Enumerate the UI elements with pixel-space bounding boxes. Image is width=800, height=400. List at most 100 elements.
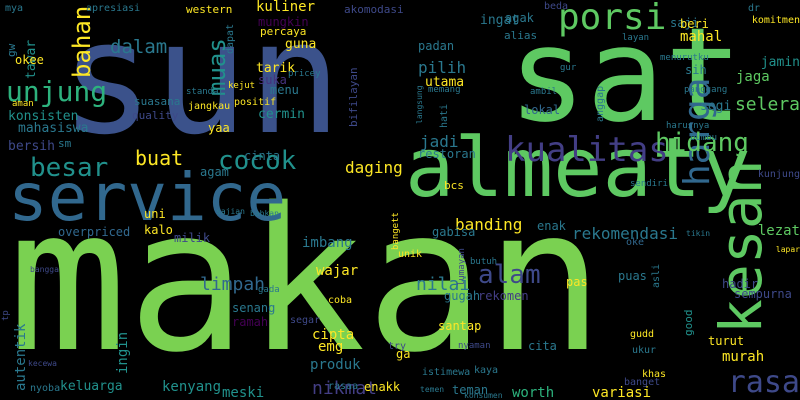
word-pilih: pilih — [418, 58, 467, 77]
word-khas: khas — [642, 369, 667, 380]
word-keluarga: keluarga — [60, 379, 123, 394]
word-guna: guna — [285, 37, 317, 52]
word-western: western — [186, 3, 233, 16]
word-worth: worth — [512, 385, 555, 400]
word-lezat: lezat — [757, 223, 800, 239]
word-bumbu: bumbu — [690, 133, 718, 143]
word-aman: aman — [12, 99, 34, 109]
word-kenyang: kenyang — [162, 379, 222, 395]
word-ingat: ingat — [480, 13, 520, 28]
word-nyoba: nyoba — [30, 383, 61, 394]
word-hidang: hidang — [655, 128, 749, 158]
word-uni: uni — [144, 207, 166, 221]
word-ambil: ambil — [530, 87, 558, 97]
word-jamin: jamin — [760, 55, 800, 70]
word-bcs: bcs — [444, 179, 464, 192]
word-alias: alias — [504, 29, 538, 42]
word-beda: beda — [544, 1, 569, 12]
word-selera: selera — [734, 94, 800, 115]
word-okee: okee — [15, 53, 44, 67]
word-bangga: bangga — [30, 265, 59, 274]
word-anggap: anggap — [595, 85, 606, 122]
word-yaa: yaa — [208, 121, 230, 135]
word-cocok: cocok — [218, 146, 297, 176]
word-jaga: jaga — [736, 69, 770, 85]
word-pas: pas — [566, 275, 588, 289]
word-milik: milik — [174, 231, 211, 245]
word-saji: saji — [670, 16, 699, 30]
word-good: good — [682, 309, 695, 337]
word-overpriced: overpriced — [58, 225, 131, 239]
word-rasa: rasa — [727, 365, 800, 400]
word-besar: besar — [30, 153, 109, 183]
word-ingin: ingin — [115, 331, 131, 374]
word-unjung: unjung — [6, 75, 108, 108]
word-bifilayan: bifilayan — [347, 67, 360, 128]
word-butuh: butuh — [470, 257, 498, 267]
word-rasaa: rasaa — [328, 381, 359, 392]
word-dapat: dapat — [225, 23, 236, 54]
word-ga: ga — [396, 347, 411, 361]
word-gada: gada — [258, 285, 280, 295]
word-try: try — [388, 341, 407, 352]
word-utama: utama — [425, 75, 465, 90]
word-sendiri: sendiri — [630, 179, 668, 189]
word-kunjung: kunjung — [757, 169, 800, 180]
word-variasi: variasi — [592, 385, 652, 400]
word-dalam: dalam — [110, 36, 168, 58]
word-senang: senang — [232, 301, 276, 315]
word-sempurna: sempurna — [734, 287, 792, 301]
word-tarik: tarik — [256, 61, 296, 76]
word-temen: temen — [420, 385, 445, 394]
word-sat: sat — [508, 0, 743, 151]
word-cinta: cinta — [244, 149, 281, 163]
word-segi: segi — [700, 99, 732, 114]
word-menurutku: menurutku — [660, 53, 709, 63]
word-menu: menu — [270, 83, 299, 97]
word-teman: teman — [452, 383, 489, 397]
word-konsisten: konsisten — [8, 109, 79, 124]
word-segar: segar — [290, 315, 321, 326]
word-unik: unik — [398, 249, 423, 260]
word-enak: enak — [537, 219, 566, 233]
word-restoran: restoran — [418, 147, 476, 161]
word-langsung: langsung — [415, 85, 424, 125]
word-hadir: hadir — [722, 277, 759, 291]
word-daging: daging — [345, 158, 403, 177]
word-makan: makan — [8, 165, 605, 396]
word-memang: memang — [428, 85, 461, 95]
word-beri: beri — [680, 17, 709, 31]
word-layan: layan — [622, 33, 650, 43]
word-banget: banget — [624, 377, 661, 388]
word-apresiasi: apresiasi — [86, 3, 141, 14]
word-rekomendasi: rekomendasi — [572, 224, 678, 243]
word-bahan: bahan — [68, 5, 96, 78]
word-pricey: pricey — [288, 69, 321, 79]
word-nilai: nilai — [416, 274, 471, 295]
word-komitmen: komitmen — [751, 15, 800, 26]
word-bangett: bangett — [391, 211, 401, 250]
word-asli: asli — [651, 263, 662, 288]
word-quality: quality — [132, 109, 179, 122]
word-percaya: percaya — [260, 25, 307, 38]
word-imbang: imbang — [302, 235, 353, 251]
word-konsumen: konsumen — [464, 391, 503, 400]
word-meski: meski — [222, 385, 265, 400]
word-limpah: limpah — [200, 274, 266, 295]
word-agam: agam — [200, 165, 229, 179]
word-lapar: lapar — [775, 245, 800, 254]
word-bersih: bersih — [8, 139, 55, 154]
word-istimewa: istimewa — [422, 367, 471, 378]
word-bahkan: bahkan — [250, 209, 279, 218]
word-ramah: ramah — [232, 315, 269, 329]
word-positif: positif — [234, 97, 277, 108]
word-suka: suka — [258, 73, 287, 87]
word-murah: murah — [722, 349, 765, 365]
word-tikin: tikin — [686, 229, 711, 238]
word-nyaman: nyaman — [458, 341, 491, 351]
word-rekomen: rekomen — [478, 289, 529, 303]
word-hati: hati — [439, 103, 450, 128]
word-ukur: ukur — [632, 345, 657, 356]
word-wajar: wajar — [316, 263, 359, 279]
